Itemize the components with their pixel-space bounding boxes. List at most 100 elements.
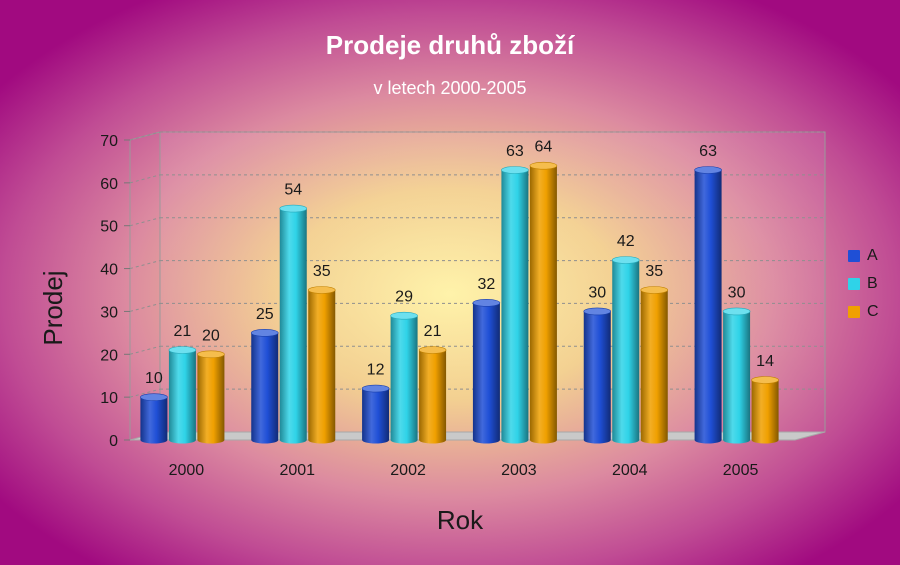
bar-cap: [751, 376, 779, 384]
bar-cap: [722, 307, 751, 316]
bar-body: [612, 260, 640, 444]
x-tick-label: 2004: [612, 462, 648, 479]
data-label: 63: [506, 143, 524, 160]
bar-cap: [529, 161, 558, 170]
gridline-side: [129, 302, 161, 312]
bar-a-2004: [583, 307, 612, 444]
bar-cap: [168, 346, 197, 354]
data-label: 29: [395, 289, 413, 306]
bar-cap: [390, 311, 418, 320]
data-label: 21: [424, 323, 442, 340]
bar-b-2000: [168, 346, 197, 444]
bar-cap: [640, 286, 669, 294]
bar-cap: [694, 166, 722, 174]
bar-c-2001: [307, 286, 336, 444]
gridline-side: [129, 260, 161, 270]
legend-item-a: A: [848, 242, 900, 270]
legend-swatch-a: [848, 250, 860, 262]
x-tick-label: 2002: [390, 462, 426, 479]
y-tick-label: 60: [100, 176, 118, 193]
x-tick-label: 2000: [169, 462, 205, 479]
gridline-side: [129, 388, 161, 398]
data-label: 21: [174, 323, 192, 340]
legend-item-c: C: [848, 298, 900, 326]
bar-body: [197, 354, 225, 444]
bar-b-2002: [390, 311, 418, 444]
bar-cap: [472, 299, 501, 307]
bar-body: [168, 350, 196, 444]
chart-subtitle: v letech 2000-2005: [373, 78, 527, 98]
data-label: 14: [756, 353, 774, 370]
bar-cap: [250, 329, 279, 337]
bar-a-2002: [361, 384, 390, 444]
bar-body: [419, 350, 447, 444]
bar-c-2005: [751, 376, 779, 444]
data-label: 30: [588, 284, 606, 301]
y-tick-label: 40: [100, 262, 118, 279]
bar-body: [694, 170, 722, 444]
bar-body: [390, 315, 418, 444]
legend-swatch-c: [848, 306, 860, 318]
bar-body: [140, 397, 168, 444]
data-label: 64: [535, 139, 553, 156]
gridline-side: [129, 217, 161, 227]
data-label: 25: [256, 306, 274, 323]
bar-body: [279, 208, 307, 444]
legend: A B C: [848, 242, 900, 326]
data-label: 35: [313, 263, 331, 280]
gridline-side: [129, 174, 161, 184]
data-label: 12: [367, 362, 385, 379]
y-tick-label: 70: [100, 133, 118, 150]
bar-cap: [279, 204, 308, 213]
bar-cap: [418, 346, 447, 354]
bar-body: [529, 165, 557, 444]
bar-b-2005: [722, 307, 751, 444]
y-tick-label: 30: [100, 304, 118, 321]
bar-c-2004: [640, 286, 669, 444]
bar-body: [501, 170, 529, 444]
data-label: 63: [699, 143, 717, 160]
x-tick-label: 2005: [723, 462, 759, 479]
bar-cap: [501, 166, 529, 174]
legend-label-b: B: [867, 275, 878, 292]
bar-cap: [583, 307, 612, 316]
bar-a-2005: [694, 166, 722, 444]
bar-b-2001: [279, 204, 308, 444]
bar-body: [583, 311, 611, 444]
bar-cap: [140, 393, 168, 401]
data-label: 30: [728, 284, 746, 301]
bar-cap: [361, 384, 390, 393]
bar-body: [723, 311, 751, 444]
bar-cap: [611, 256, 640, 264]
legend-label-c: C: [867, 303, 879, 320]
bar-body: [251, 332, 279, 444]
bar-b-2004: [611, 256, 640, 444]
x-axis-label: Rok: [436, 505, 484, 535]
bar-body: [362, 388, 390, 444]
legend-swatch-b: [848, 278, 860, 290]
legend-label-a: A: [867, 247, 878, 264]
data-label: 20: [202, 327, 220, 344]
bar-a-2001: [250, 329, 279, 444]
y-tick-label: 0: [109, 433, 118, 450]
bar-body: [472, 302, 500, 444]
data-label: 10: [145, 370, 163, 387]
bar-a-2000: [140, 393, 168, 444]
y-tick-label: 10: [100, 390, 118, 407]
gridline-side: [129, 345, 161, 355]
chart-title: Prodeje druhů zboží: [325, 30, 575, 60]
y-axis-label: Prodej: [38, 270, 68, 346]
bar-c-2000: [197, 350, 225, 444]
x-tick-label: 2003: [501, 462, 537, 479]
bar-b-2003: [501, 166, 529, 444]
data-label: 54: [284, 182, 302, 199]
gridline-side: [129, 131, 161, 141]
legend-item-b: B: [848, 270, 900, 298]
y-tick-label: 20: [100, 347, 118, 364]
bar-body: [308, 290, 336, 444]
bar-cap: [307, 286, 336, 294]
bar-a-2003: [472, 299, 501, 444]
bar-cap: [197, 350, 225, 359]
